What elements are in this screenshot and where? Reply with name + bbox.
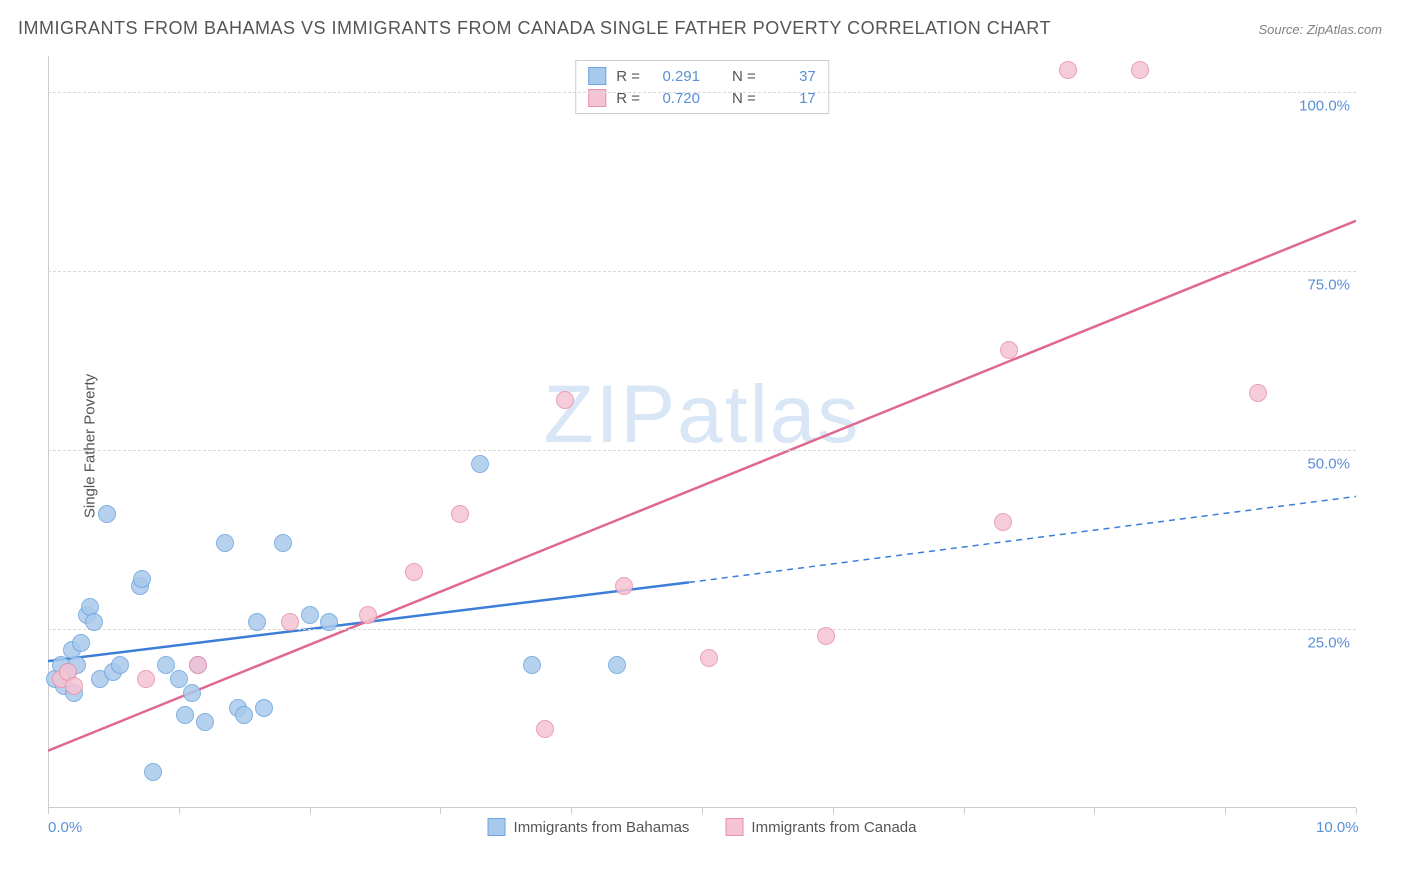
data-point bbox=[144, 763, 162, 781]
legend-correlation: R = 0.291 N = 37 R =0.720N =17 bbox=[575, 60, 829, 114]
data-point bbox=[451, 505, 469, 523]
legend-r-label: R = bbox=[616, 68, 640, 85]
y-tick-label: 75.0% bbox=[1307, 276, 1350, 293]
data-point bbox=[608, 656, 626, 674]
data-point bbox=[301, 606, 319, 624]
x-tick-label: 10.0% bbox=[1316, 819, 1359, 836]
legend-row: R = 0.291 N = 37 bbox=[588, 65, 816, 87]
data-point bbox=[189, 656, 207, 674]
data-point bbox=[137, 670, 155, 688]
data-point bbox=[1000, 341, 1018, 359]
gridline bbox=[48, 271, 1356, 272]
x-tick bbox=[48, 808, 49, 814]
x-tick bbox=[833, 808, 834, 814]
x-tick bbox=[702, 808, 703, 814]
data-point bbox=[157, 656, 175, 674]
legend-swatch bbox=[588, 67, 606, 85]
source-attribution: Source: ZipAtlas.com bbox=[1258, 22, 1382, 37]
data-point bbox=[281, 613, 299, 631]
x-tick bbox=[964, 808, 965, 814]
y-axis-line bbox=[48, 56, 49, 808]
legend-n-value: 37 bbox=[766, 68, 816, 85]
legend-row: R =0.720N =17 bbox=[588, 87, 816, 109]
data-point bbox=[359, 606, 377, 624]
data-point bbox=[98, 505, 116, 523]
legend-r-value: 0.291 bbox=[650, 68, 700, 85]
data-point bbox=[994, 513, 1012, 531]
data-point bbox=[320, 613, 338, 631]
y-tick-label: 50.0% bbox=[1307, 455, 1350, 472]
data-point bbox=[817, 627, 835, 645]
data-point bbox=[1131, 61, 1149, 79]
y-tick-label: 25.0% bbox=[1307, 634, 1350, 651]
x-tick bbox=[310, 808, 311, 814]
legend-swatch bbox=[725, 818, 743, 836]
data-point bbox=[248, 613, 266, 631]
gridline bbox=[48, 450, 1356, 451]
data-point bbox=[274, 534, 292, 552]
legend-swatch bbox=[488, 818, 506, 836]
data-point bbox=[615, 577, 633, 595]
data-point bbox=[235, 706, 253, 724]
plot-area: ZIPatlas R = 0.291 N = 37 R =0.720N =17 Immi… bbox=[48, 56, 1356, 836]
data-point bbox=[111, 656, 129, 674]
data-point bbox=[556, 391, 574, 409]
data-point bbox=[216, 534, 234, 552]
data-point bbox=[536, 720, 554, 738]
legend-label: Immigrants from Canada bbox=[751, 819, 916, 836]
data-point bbox=[700, 649, 718, 667]
legend-n-label: N = bbox=[732, 68, 756, 85]
x-tick bbox=[179, 808, 180, 814]
data-point bbox=[176, 706, 194, 724]
data-point bbox=[183, 684, 201, 702]
data-point bbox=[405, 563, 423, 581]
gridline bbox=[48, 92, 1356, 93]
gridline bbox=[48, 629, 1356, 630]
data-point bbox=[523, 656, 541, 674]
data-point bbox=[196, 713, 214, 731]
data-point bbox=[1059, 61, 1077, 79]
x-tick bbox=[440, 808, 441, 814]
data-point bbox=[133, 570, 151, 588]
x-tick-label: 0.0% bbox=[48, 819, 82, 836]
chart-title: IMMIGRANTS FROM BAHAMAS VS IMMIGRANTS FR… bbox=[18, 18, 1051, 39]
data-point bbox=[471, 455, 489, 473]
y-tick-label: 100.0% bbox=[1299, 97, 1350, 114]
legend-item: Immigrants from Canada bbox=[725, 818, 916, 836]
legend-item: Immigrants from Bahamas bbox=[488, 818, 690, 836]
x-tick bbox=[571, 808, 572, 814]
watermark: ZIPatlas bbox=[544, 368, 861, 462]
data-point bbox=[1249, 384, 1267, 402]
legend-series: Immigrants from Bahamas Immigrants from C… bbox=[488, 818, 917, 836]
data-point bbox=[85, 613, 103, 631]
data-point bbox=[170, 670, 188, 688]
legend-label: Immigrants from Bahamas bbox=[514, 819, 690, 836]
x-tick bbox=[1094, 808, 1095, 814]
data-point bbox=[255, 699, 273, 717]
data-point bbox=[72, 634, 90, 652]
x-tick bbox=[1225, 808, 1226, 814]
x-tick bbox=[1356, 808, 1357, 814]
data-point bbox=[65, 677, 83, 695]
